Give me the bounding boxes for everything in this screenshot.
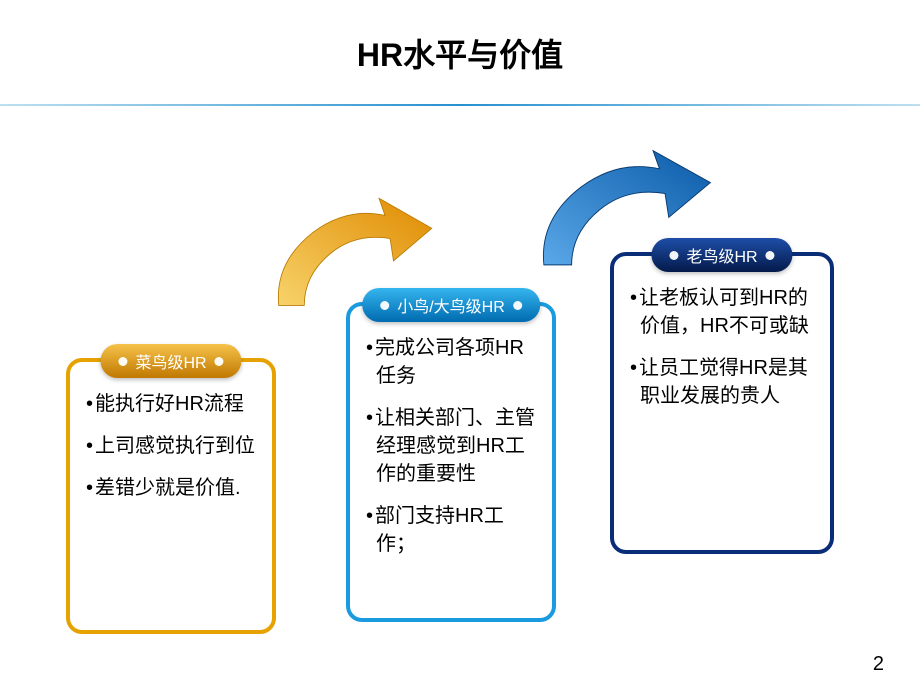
card-level1-bullets: 能执行好HR流程 上司感觉执行到位 差错少就是价值.	[86, 390, 256, 502]
bullet-item: 上司感觉执行到位	[86, 432, 256, 460]
card-level1: 菜鸟级HR 能执行好HR流程 上司感觉执行到位 差错少就是价值.	[66, 358, 276, 634]
diagram-stage: 菜鸟级HR 能执行好HR流程 上司感觉执行到位 差错少就是价值. 小鸟/大鸟级H…	[0, 106, 920, 646]
bullet-item: 部门支持HR工作；	[366, 502, 536, 558]
bullet-item: 差错少就是价值.	[86, 474, 256, 502]
card-level2-tab: 小鸟/大鸟级HR	[362, 288, 540, 322]
card-level3-bullets: 让老板认可到HR的价值，HR不可或缺 让员工觉得HR是其职业发展的贵人	[630, 284, 814, 410]
page-title: HR水平与价值	[0, 0, 920, 76]
card-level2-label: 小鸟/大鸟级HR	[397, 293, 505, 317]
card-level3: 老鸟级HR 让老板认可到HR的价值，HR不可或缺 让员工觉得HR是其职业发展的贵…	[610, 252, 834, 554]
card-level1-tab: 菜鸟级HR	[100, 344, 241, 378]
card-level2: 小鸟/大鸟级HR 完成公司各项HR任务 让相关部门、主管经理感觉到HR工作的重要…	[346, 302, 556, 622]
page-number: 2	[873, 653, 884, 676]
card-level3-label: 老鸟级HR	[686, 243, 757, 267]
bullet-item: 能执行好HR流程	[86, 390, 256, 418]
card-level2-bullets: 完成公司各项HR任务 让相关部门、主管经理感觉到HR工作的重要性 部门支持HR工…	[366, 334, 536, 558]
card-level3-tab: 老鸟级HR	[651, 238, 792, 272]
bullet-item: 让老板认可到HR的价值，HR不可或缺	[630, 284, 814, 340]
bullet-item: 让相关部门、主管经理感觉到HR工作的重要性	[366, 404, 536, 488]
card-level1-label: 菜鸟级HR	[135, 349, 206, 373]
bullet-item: 让员工觉得HR是其职业发展的贵人	[630, 354, 814, 410]
bullet-item: 完成公司各项HR任务	[366, 334, 536, 390]
